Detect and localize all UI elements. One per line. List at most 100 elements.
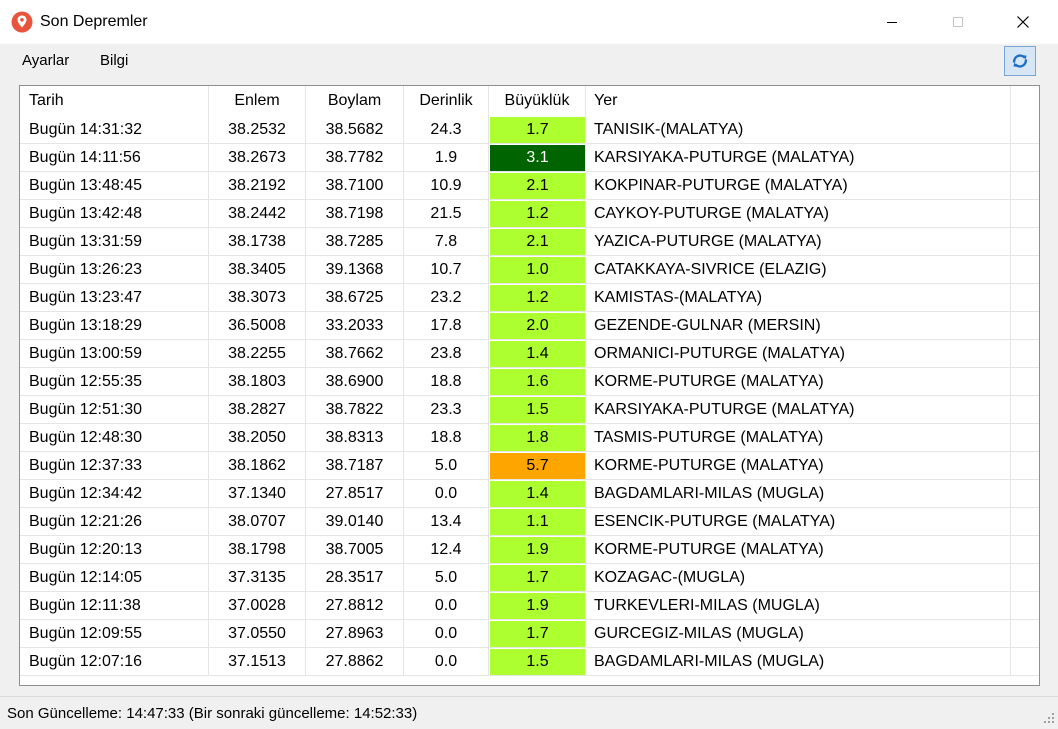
cell-longitude: 27.8517 <box>306 480 404 508</box>
minimize-icon <box>887 22 897 23</box>
cell-latitude: 38.0707 <box>209 508 306 536</box>
column-header-date[interactable]: Tarih <box>20 86 209 116</box>
cell-longitude: 38.7198 <box>306 200 404 228</box>
cell-magnitude: 1.1 <box>489 508 586 536</box>
cell-longitude: 27.8963 <box>306 620 404 648</box>
cell-place: TANISIK-(MALATYA) <box>586 116 1011 144</box>
cell-date: Bugün 13:18:29 <box>20 312 209 340</box>
column-header-magnitude[interactable]: Büyüklük <box>489 86 586 116</box>
table-row[interactable]: Bugün 13:31:59 38.1738 38.7285 7.8 2.1 YAZICA… <box>20 228 1039 256</box>
cell-place: GEZENDE-GULNAR (MERSIN) <box>586 312 1011 340</box>
cell-latitude: 37.3135 <box>209 564 306 592</box>
table-row[interactable]: Bugün 12:09:55 37.0550 27.8963 0.0 1.7 GURCEG… <box>20 620 1039 648</box>
table-row[interactable]: Bugün 13:18:29 36.5008 33.2033 17.8 2.0 GEZEN… <box>20 312 1039 340</box>
cell-filler <box>1011 480 1039 508</box>
table-row[interactable]: Bugün 13:23:47 38.3073 38.6725 23.2 1.2 KAMIS… <box>20 284 1039 312</box>
cell-latitude: 37.0550 <box>209 620 306 648</box>
cell-latitude: 37.0028 <box>209 592 306 620</box>
cell-filler <box>1011 564 1039 592</box>
cell-date: Bugün 13:48:45 <box>20 172 209 200</box>
cell-magnitude: 2.1 <box>489 172 586 200</box>
menu-info[interactable]: Bilgi <box>100 52 129 69</box>
cell-date: Bugün 12:51:30 <box>20 396 209 424</box>
column-header-longitude[interactable]: Boylam <box>306 86 404 116</box>
earthquake-table: Tarih Enlem Boylam Derinlik Büyüklük Yer… <box>19 85 1040 686</box>
table-row[interactable]: Bugün 14:11:56 38.2673 38.7782 1.9 3.1 KARSIY… <box>20 144 1039 172</box>
magnitude-badge: 1.7 <box>490 621 585 647</box>
close-button[interactable] <box>1000 0 1046 44</box>
cell-magnitude: 1.5 <box>489 396 586 424</box>
column-header-latitude[interactable]: Enlem <box>209 86 306 116</box>
table-row[interactable]: Bugün 13:00:59 38.2255 38.7662 23.8 1.4 ORMAN… <box>20 340 1039 368</box>
table-row[interactable]: Bugün 12:21:26 38.0707 39.0140 13.4 1.1 ESENC… <box>20 508 1039 536</box>
minimize-button[interactable] <box>869 0 915 44</box>
cell-place: BAGDAMLARI-MILAS (MUGLA) <box>586 480 1011 508</box>
cell-latitude: 38.2673 <box>209 144 306 172</box>
cell-longitude: 38.7100 <box>306 172 404 200</box>
cell-depth: 10.7 <box>404 256 489 284</box>
magnitude-badge: 1.9 <box>490 537 585 563</box>
cell-depth: 0.0 <box>404 648 489 676</box>
cell-date: Bugün 12:11:38 <box>20 592 209 620</box>
cell-depth: 1.9 <box>404 144 489 172</box>
cell-longitude: 39.0140 <box>306 508 404 536</box>
magnitude-badge: 1.4 <box>490 481 585 507</box>
table-row[interactable]: Bugün 12:20:13 38.1798 38.7005 12.4 1.9 KORME… <box>20 536 1039 564</box>
column-header-depth[interactable]: Derinlik <box>404 86 489 116</box>
cell-latitude: 38.2827 <box>209 396 306 424</box>
cell-place: TASMIS-PUTURGE (MALATYA) <box>586 424 1011 452</box>
cell-depth: 18.8 <box>404 368 489 396</box>
menu-settings[interactable]: Ayarlar <box>22 52 70 69</box>
cell-filler <box>1011 228 1039 256</box>
cell-place: KARSIYAKA-PUTURGE (MALATYA) <box>586 396 1011 424</box>
cell-filler <box>1011 508 1039 536</box>
table-row[interactable]: Bugün 12:14:05 37.3135 28.3517 5.0 1.7 KOZAGA… <box>20 564 1039 592</box>
table-row[interactable]: Bugün 13:42:48 38.2442 38.7198 21.5 1.2 CAYKO… <box>20 200 1039 228</box>
cell-depth: 24.3 <box>404 116 489 144</box>
table-header: Tarih Enlem Boylam Derinlik Büyüklük Yer <box>20 86 1039 116</box>
magnitude-badge: 5.7 <box>490 453 585 479</box>
magnitude-badge: 1.5 <box>490 397 585 423</box>
table-row[interactable]: Bugün 12:55:35 38.1803 38.6900 18.8 1.6 KORME… <box>20 368 1039 396</box>
magnitude-badge: 1.8 <box>490 425 585 451</box>
cell-place: GURCEGIZ-MILAS (MUGLA) <box>586 620 1011 648</box>
cell-date: Bugün 12:55:35 <box>20 368 209 396</box>
resize-grip-icon[interactable] <box>1040 711 1056 727</box>
table-row[interactable]: Bugün 12:37:33 38.1862 38.7187 5.0 5.7 KORME-… <box>20 452 1039 480</box>
cell-date: Bugün 12:07:16 <box>20 648 209 676</box>
magnitude-badge: 2.1 <box>490 229 585 255</box>
table-row[interactable]: Bugün 12:11:38 37.0028 27.8812 0.0 1.9 TURKEV… <box>20 592 1039 620</box>
cell-longitude: 38.7285 <box>306 228 404 256</box>
table-row[interactable]: Bugün 13:48:45 38.2192 38.7100 10.9 2.1 KOKPI… <box>20 172 1039 200</box>
table-row[interactable]: Bugün 12:51:30 38.2827 38.7822 23.3 1.5 KARSI… <box>20 396 1039 424</box>
table-row[interactable]: Bugün 12:34:42 37.1340 27.8517 0.0 1.4 BAGDAM… <box>20 480 1039 508</box>
cell-filler <box>1011 144 1039 172</box>
cell-filler <box>1011 620 1039 648</box>
table-row[interactable]: Bugün 13:26:23 38.3405 39.1368 10.7 1.0 CATAK… <box>20 256 1039 284</box>
table-row[interactable]: Bugün 12:07:16 37.1513 27.8862 0.0 1.5 BAGDAM… <box>20 648 1039 676</box>
cell-magnitude: 1.7 <box>489 116 586 144</box>
cell-date: Bugün 14:11:56 <box>20 144 209 172</box>
cell-filler <box>1011 200 1039 228</box>
cell-magnitude: 1.5 <box>489 648 586 676</box>
refresh-button[interactable] <box>1004 46 1036 76</box>
cell-latitude: 37.1340 <box>209 480 306 508</box>
cell-latitude: 38.3073 <box>209 284 306 312</box>
cell-latitude: 37.1513 <box>209 648 306 676</box>
maximize-button[interactable] <box>935 0 981 44</box>
cell-latitude: 38.1738 <box>209 228 306 256</box>
cell-latitude: 38.1798 <box>209 536 306 564</box>
cell-magnitude: 1.4 <box>489 340 586 368</box>
table-row[interactable]: Bugün 14:31:32 38.2532 38.5682 24.3 1.7 TANIS… <box>20 116 1039 144</box>
column-header-place[interactable]: Yer <box>586 86 1011 116</box>
location-pin-icon <box>11 11 33 33</box>
cell-magnitude: 1.7 <box>489 564 586 592</box>
cell-filler <box>1011 284 1039 312</box>
cell-depth: 21.5 <box>404 200 489 228</box>
cell-place: CAYKOY-PUTURGE (MALATYA) <box>586 200 1011 228</box>
cell-depth: 12.4 <box>404 536 489 564</box>
table-row[interactable]: Bugün 12:48:30 38.2050 38.8313 18.8 1.8 TASMI… <box>20 424 1039 452</box>
status-bar: Son Güncelleme: 14:47:33 (Bir sonraki gü… <box>0 696 1058 729</box>
cell-place: ORMANICI-PUTURGE (MALATYA) <box>586 340 1011 368</box>
cell-place: YAZICA-PUTURGE (MALATYA) <box>586 228 1011 256</box>
